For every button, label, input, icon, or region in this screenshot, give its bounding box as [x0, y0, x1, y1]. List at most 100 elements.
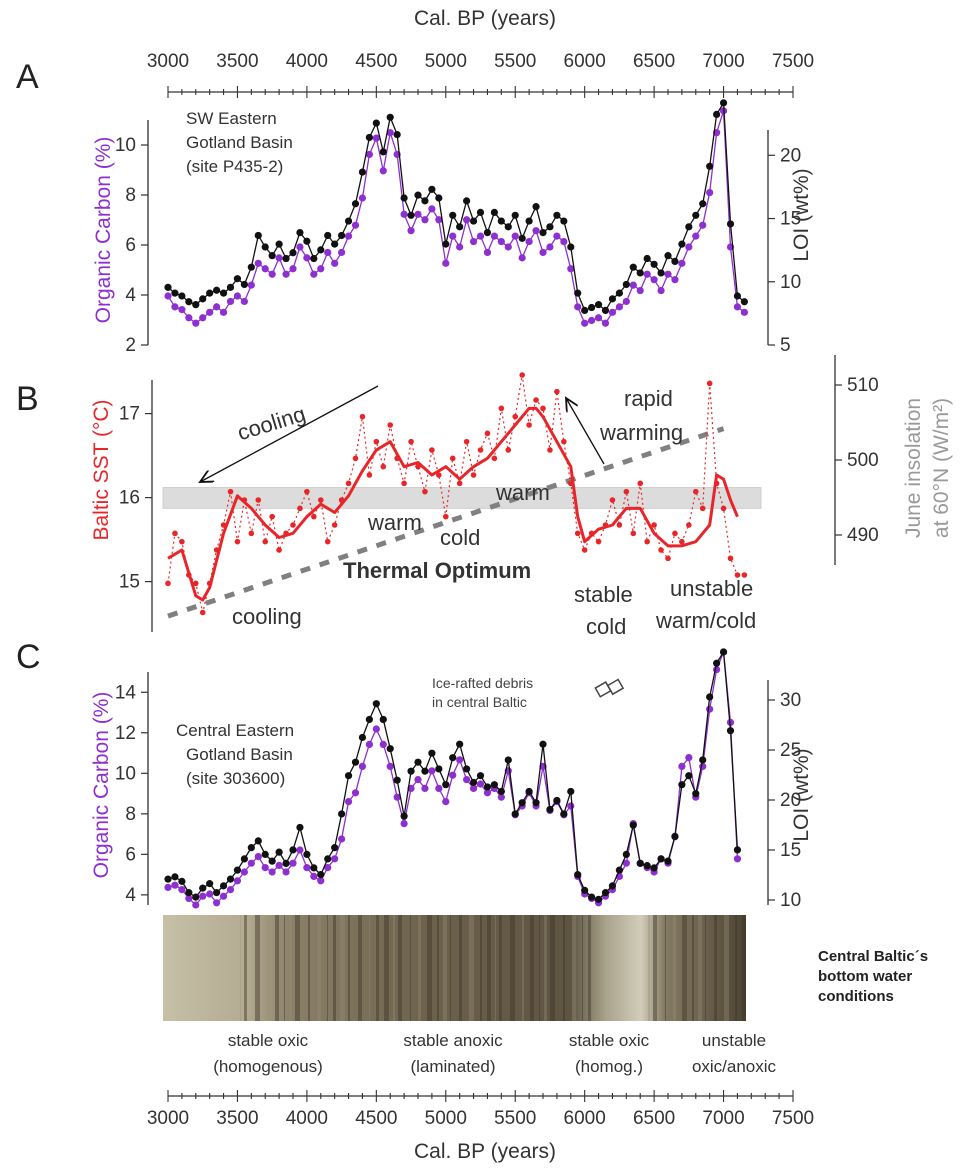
panel-b-sst-raw-line	[167, 374, 745, 614]
panel-a-organic-carbon-point	[414, 210, 422, 218]
panel-c-loi-point	[282, 859, 290, 867]
core-lamination	[376, 915, 379, 1021]
core-lamination	[582, 915, 583, 1021]
panel-c-organic-carbon-point	[178, 886, 186, 894]
panel-b-sst-raw-point	[297, 505, 303, 512]
core-side-label-1: Central Baltic´s	[818, 948, 928, 965]
zone-2-line-b: (laminated)	[410, 1057, 495, 1076]
panel-a-organic-carbon-point	[740, 308, 748, 316]
panel-a-organic-carbon-point	[365, 150, 373, 159]
core-lamination	[499, 915, 502, 1021]
panel-a-left-tick-label: 4	[125, 285, 136, 306]
core-lamination	[742, 915, 746, 1021]
panel-b-sst-raw-point	[623, 488, 630, 495]
panel-a-right-tick-label: 20	[780, 145, 801, 166]
panel-a-organic-carbon-point	[282, 270, 290, 278]
panel-a-organic-carbon-point	[581, 319, 589, 327]
core-lamination	[698, 915, 702, 1021]
panel-a-organic-carbon-point	[171, 303, 179, 311]
panel-a-loi-point	[400, 194, 408, 202]
core-lamination	[443, 915, 447, 1021]
panel-c-organic-carbon-point	[421, 784, 429, 793]
top-axis: 3000 3500 4000 4500 5000 5500 6000 6500 7000 7500	[147, 51, 814, 98]
panel-c-loi-point	[199, 884, 207, 892]
panel-c-loi-point	[539, 740, 547, 748]
panel-c-organic-carbon-point	[296, 846, 304, 854]
panel-a-left-tick-label: 2	[125, 335, 136, 356]
bottom-axis-tick-label: 5500	[494, 1108, 536, 1129]
panel-b-sst-raw-point	[262, 538, 269, 545]
panel-a-site-line2: Gotland Basin	[186, 133, 293, 152]
panel-a-loi-point	[629, 263, 637, 271]
panel-c-loi-point	[275, 848, 283, 856]
core-side-label-2: bottom water	[818, 968, 912, 985]
panel-a-organic-carbon-point	[532, 227, 540, 235]
panel-c-loi-point	[296, 823, 304, 832]
panel-a-loi-point	[636, 269, 644, 277]
panel-c-plot: 4 6 8 10 12 14 10 15 20 25 30	[115, 648, 801, 911]
panel-c-site-line2: Gotland Basin	[186, 745, 293, 764]
panel-a-organic-carbon-point	[636, 286, 644, 295]
panel-a-organic-carbon-point	[622, 297, 630, 306]
core-lamination	[418, 915, 421, 1021]
panel-a-organic-carbon-point	[560, 237, 568, 246]
panel-a-loi-point	[247, 263, 255, 271]
bottom-axis-tick-label: 4500	[355, 1108, 397, 1129]
panel-a-loi-point	[490, 208, 498, 217]
panel-c-loi-point	[643, 862, 651, 870]
panel-a-loi-point	[358, 168, 367, 176]
panel-c-loi-point	[678, 781, 686, 789]
panel-c-loi-point	[476, 772, 485, 780]
panel-b-sst-raw-point	[449, 455, 456, 462]
panel-b-sst-raw-point	[172, 530, 178, 537]
panel-c-loi-point	[532, 799, 540, 807]
panel-c-organic-carbon-point	[240, 868, 248, 876]
panel-c-loi-point	[379, 715, 387, 724]
panel-c-organic-carbon-point	[699, 762, 707, 771]
panel-a-loi-point	[608, 295, 617, 303]
panel-a-organic-carbon-point	[275, 254, 283, 262]
panel-c-loi-point	[226, 875, 235, 883]
panel-c-loi-point	[546, 805, 554, 814]
panel-a-left-tick-label: 8	[125, 185, 136, 206]
panel-a-organic-carbon-point	[206, 308, 214, 316]
panel-c-loi-point	[421, 767, 429, 775]
panel-c-letter: C	[16, 638, 41, 676]
panel-b-right-tick-label: 490	[847, 525, 879, 546]
panel-a-organic-carbon-point	[546, 243, 554, 251]
panel-c-ylabel-right: LOI (wt%)	[790, 748, 813, 841]
panel-b-sst-raw-point	[630, 530, 637, 537]
core-lamination	[510, 915, 515, 1021]
panel-a-organic-carbon-point	[178, 306, 186, 314]
panel-c-loi-point	[240, 855, 248, 863]
ann-warm-2: warm	[495, 480, 550, 505]
panel-c-organic-carbon-point	[713, 666, 721, 674]
panel-c-right-tick-label: 25	[780, 740, 801, 761]
panel-a-loi-point	[567, 243, 575, 251]
panel-c-loi-point	[504, 756, 512, 764]
core-lamination	[487, 915, 491, 1021]
panel-a-organic-carbon-point	[476, 232, 485, 240]
panel-b-sst-raw-point	[477, 447, 484, 453]
panel-a-loi-point	[240, 280, 248, 289]
panel-a-organic-carbon-point	[490, 232, 498, 240]
bottom-axis-tick-label: 5000	[425, 1108, 467, 1129]
panel-b-plot: 15 16 17 490 500 510	[119, 355, 879, 632]
panel-c-ylabel-left: Organic Carbon (%)	[90, 692, 113, 879]
panel-a-organic-carbon-point	[629, 281, 637, 289]
arrow-cooling	[200, 385, 379, 482]
panel-c-organic-carbon-point	[213, 899, 221, 907]
panel-a-loi-point	[289, 249, 297, 257]
panel-a-loi-point	[463, 197, 471, 205]
core-lamination	[735, 915, 737, 1021]
core-lamination	[522, 915, 524, 1021]
panel-a-organic-carbon-point	[428, 205, 436, 213]
panel-b-sst-raw-point	[199, 609, 206, 616]
panel-a-left-tick-label: 6	[125, 235, 136, 256]
panel-a-organic-carbon-point	[733, 303, 742, 311]
core-lamination	[308, 915, 310, 1021]
panel-c-loi-point	[185, 889, 193, 897]
panel-c-loi-point	[629, 821, 637, 829]
panel-b-sst-raw-point	[512, 413, 519, 420]
